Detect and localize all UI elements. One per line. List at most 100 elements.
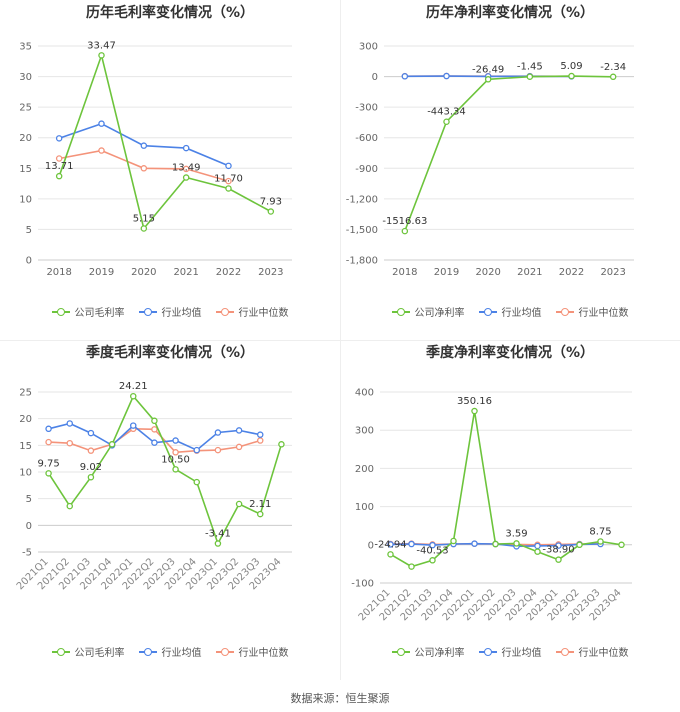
data-point-industry-median — [66, 439, 74, 447]
data-point-company — [172, 466, 179, 473]
data-point-industry-median — [45, 438, 52, 446]
x-tick-label: 2022 — [216, 267, 241, 278]
y-tick-label: 25 — [19, 388, 32, 399]
data-point-company — [534, 548, 541, 555]
chart-plot: -10001002003004002021Q12021Q22021Q32021Q… — [351, 388, 632, 623]
data-point-industry-average — [429, 541, 436, 549]
data-point-industry-median — [256, 437, 264, 444]
legend-label: 公司净利率 — [414, 648, 465, 659]
chart-title: 历年净利率变化情况（%） — [425, 5, 595, 21]
data-point-company — [225, 185, 232, 192]
legend-swatch-median — [555, 307, 574, 317]
data-point-company — [98, 52, 105, 59]
data-point-company — [55, 172, 63, 180]
data-point-company — [471, 407, 478, 415]
data-point-industry-average — [387, 541, 394, 548]
data-point-company — [256, 510, 264, 518]
data-point-industry-average — [66, 420, 74, 427]
legend-item-industry-average[interactable]: 行业均值 — [478, 644, 542, 659]
data-label: -26.49 — [472, 64, 504, 75]
data-label: 33.47 — [87, 40, 116, 51]
data-label: 5.15 — [133, 214, 155, 225]
data-point-company — [66, 502, 74, 510]
y-tick-label: 30 — [19, 72, 32, 83]
x-tick-label: 2021 — [173, 267, 198, 278]
legend-swatch-company — [391, 307, 410, 317]
y-tick-label: 100 — [355, 502, 374, 513]
legend-label: 行业均值 — [501, 308, 542, 319]
data-label: 13.49 — [172, 163, 201, 174]
y-tick-label: 35 — [19, 42, 32, 53]
legend-label: 公司毛利率 — [74, 308, 125, 319]
data-label: 3.59 — [505, 528, 527, 539]
data-label: 7.93 — [260, 197, 282, 208]
legend-label: 公司毛利率 — [74, 648, 125, 659]
y-tick-label: 5 — [26, 494, 32, 505]
legend-swatch-average — [138, 647, 157, 657]
y-tick-label: 10 — [19, 468, 32, 479]
y-tick-label: 10 — [19, 194, 32, 205]
x-tick-label: 2021 — [517, 267, 542, 278]
legend-item-industry-average[interactable]: 行业均值 — [478, 304, 542, 319]
data-point-company — [182, 174, 190, 181]
data-point-industry-average — [408, 540, 415, 548]
legend-swatch-company — [51, 647, 70, 657]
legend-label: 行业中位数 — [238, 648, 289, 659]
data-point-company — [278, 441, 285, 448]
series-line-company — [404, 75, 614, 232]
data-point-industry-average — [225, 162, 232, 170]
series-line-company — [390, 410, 622, 568]
data-label: 11.70 — [214, 173, 243, 184]
data-point-industry-average — [45, 425, 52, 433]
legend-swatch-average — [138, 307, 157, 317]
y-tick-label: -5 — [22, 548, 32, 559]
data-point-industry-median — [214, 446, 222, 454]
data-label: -40.53 — [416, 545, 448, 556]
data-point-company — [214, 540, 222, 547]
legend-swatch-company — [51, 307, 70, 317]
legend-item-industry-average[interactable]: 行业均值 — [138, 304, 202, 319]
chart-title: 历年毛利率变化情况（%） — [85, 5, 255, 21]
y-tick-label: 200 — [355, 464, 374, 475]
data-point-company — [492, 540, 499, 548]
legend-item-company[interactable]: 公司毛利率 — [51, 304, 125, 319]
x-tick-label: 2018 — [392, 267, 417, 278]
data-point-industry-average — [193, 446, 200, 454]
data-label: 350.16 — [457, 396, 492, 407]
legend-item-industry-average[interactable]: 行业均值 — [138, 644, 202, 659]
data-point-company — [267, 208, 275, 215]
x-tick-label: 2023 — [258, 267, 283, 278]
data-point-industry-median — [235, 443, 243, 451]
data-point-industry-median — [172, 449, 179, 456]
legend-item-industry-median[interactable]: 行业中位数 — [555, 304, 629, 319]
series-line-company — [58, 52, 272, 231]
legend-item-industry-median[interactable]: 行业中位数 — [555, 644, 629, 659]
legend-swatch-median — [215, 307, 234, 317]
y-tick-label: -900 — [355, 164, 378, 175]
data-point-industry-average — [214, 429, 222, 436]
legend-item-industry-median[interactable]: 行业中位数 — [215, 644, 289, 659]
y-tick-label: 20 — [19, 414, 32, 425]
legend-item-company[interactable]: 公司净利率 — [391, 304, 465, 319]
legend-item-company[interactable]: 公司毛利率 — [51, 644, 125, 659]
data-point-company — [401, 227, 409, 235]
y-tick-label: 0 — [368, 540, 374, 551]
data-point-industry-average — [534, 542, 541, 550]
data-point-industry-median — [55, 155, 63, 162]
data-point-company — [513, 540, 520, 547]
legend-item-industry-median[interactable]: 行业中位数 — [215, 304, 289, 319]
data-label: 8.75 — [589, 526, 611, 537]
x-tick-label: 2019 — [89, 267, 114, 278]
data-point-industry-average — [471, 540, 478, 547]
y-tick-label: 300 — [359, 42, 378, 53]
chart-title: 季度毛利率变化情况（%） — [85, 345, 255, 361]
data-point-industry-average — [182, 144, 190, 152]
annual-gross-margin-chart: 0 5 10 15 20 25 30 35 2018 2019 2020 2021 2022 2023 13… — [0, 0, 340, 340]
data-point-industry-average — [151, 439, 158, 446]
legend-item-company[interactable]: 公司净利率 — [391, 644, 465, 659]
data-point-industry-median — [140, 165, 148, 172]
y-tick-label: 15 — [19, 164, 32, 175]
x-tick-label: 2018 — [46, 267, 71, 278]
quarterly-net-margin-chart: -100 0 100 200 300 400 2021Q1 2021Q2 2021Q3 2021Q… — [340, 340, 680, 680]
legend-swatch-median — [555, 647, 574, 657]
